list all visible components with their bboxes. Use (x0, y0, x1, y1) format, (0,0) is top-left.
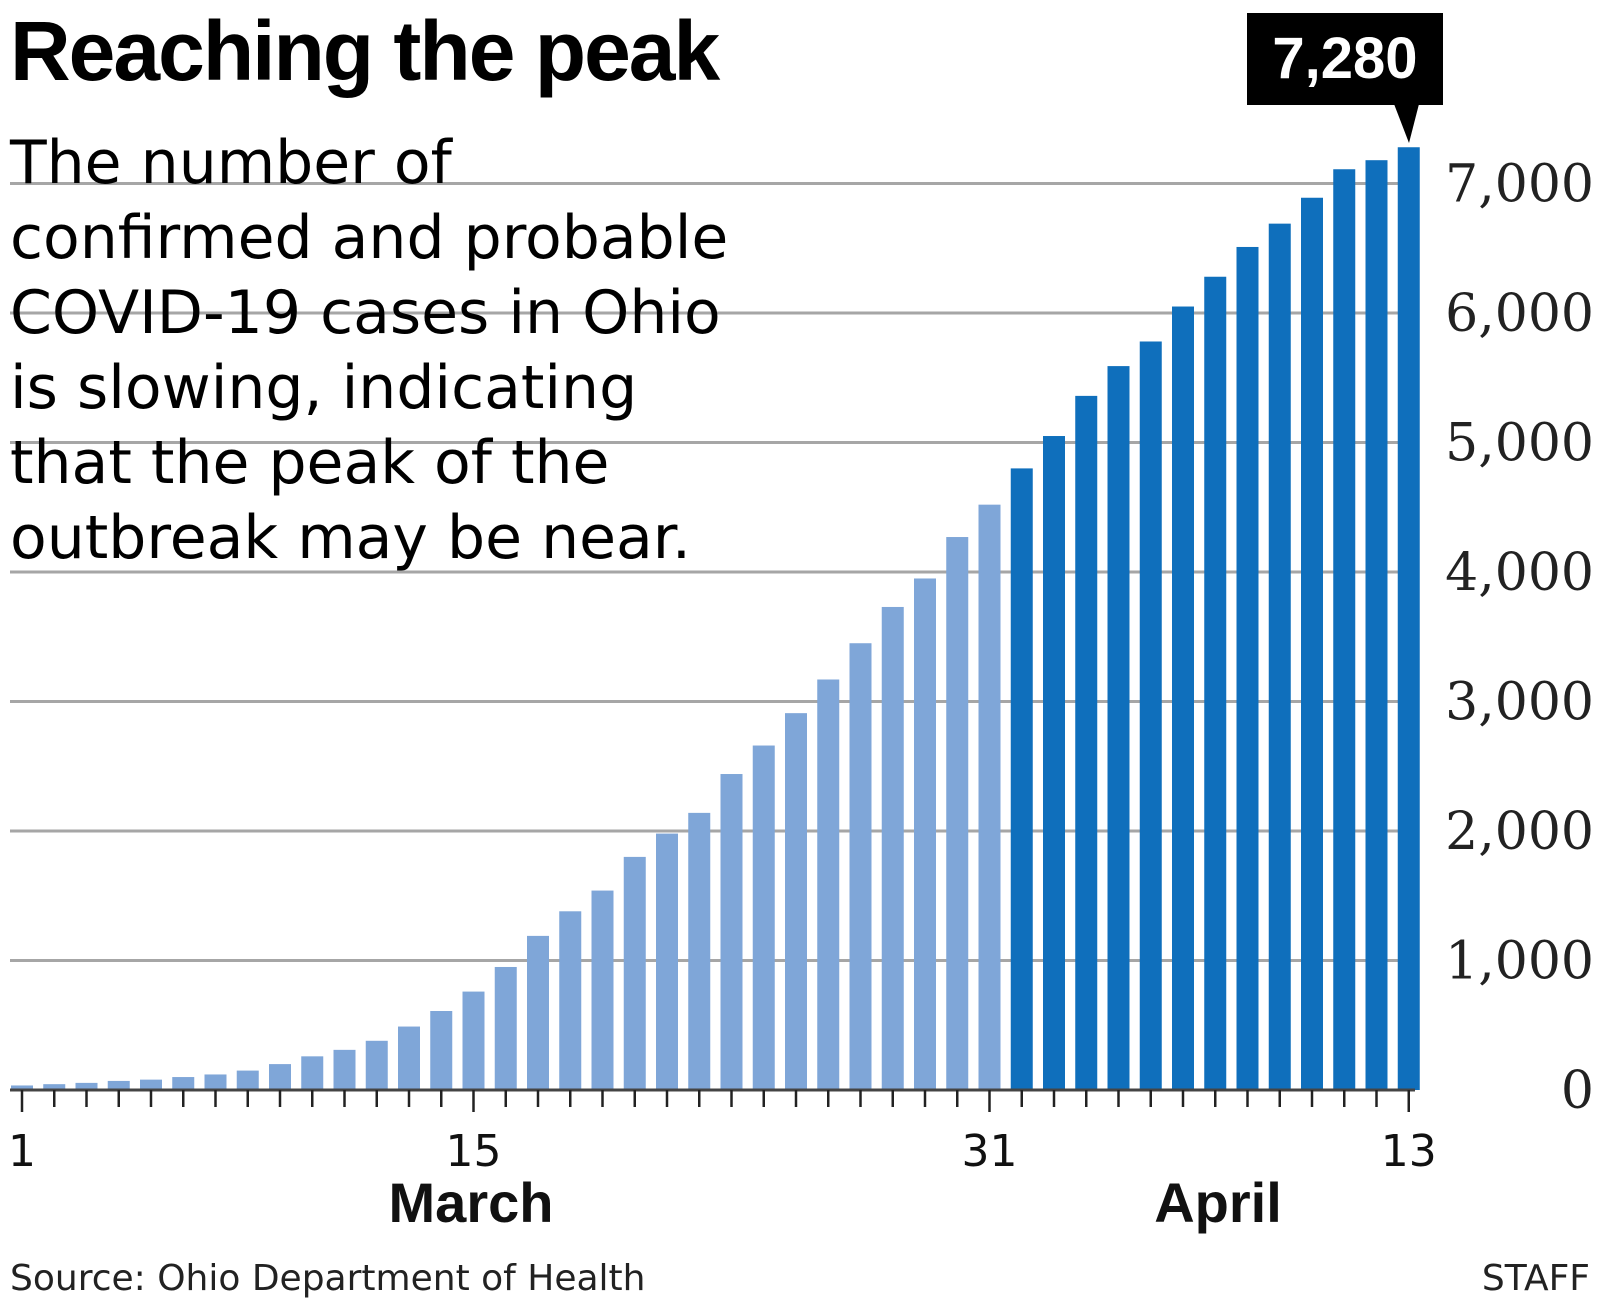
x-axis-labels: 1 15 31 13 (8, 1126, 1437, 1177)
bar-march-24 (752, 745, 775, 1090)
peak-callout: 7,280 (1247, 13, 1443, 143)
bar-march-27 (849, 643, 872, 1090)
bar-march-12 (365, 1040, 388, 1090)
month-label-april: April (1154, 1171, 1282, 1234)
subtitle-line: that the peak of the (10, 428, 609, 498)
y-tick-label: 3,000 (1445, 673, 1594, 733)
x-tick-label: 15 (446, 1126, 502, 1177)
subtitle-line: COVID-19 cases in Ohio (10, 278, 721, 348)
subtitle-line: The number of (9, 128, 454, 198)
subtitle-line: outbreak may be near. (10, 503, 691, 573)
bar-april-32 (1010, 468, 1033, 1090)
bar-march-2 (43, 1084, 66, 1090)
subtitle-line: confirmed and probable (10, 203, 728, 273)
y-tick-label: 6,000 (1445, 284, 1594, 344)
bar-march-14 (430, 1011, 453, 1090)
gridlines (10, 182, 1415, 962)
bar-march-17 (527, 935, 549, 1090)
bar-april-39 (1236, 246, 1259, 1090)
bar-april-35 (1107, 366, 1130, 1091)
bar-march-1 (11, 1085, 33, 1090)
chart-title: Reaching the peak (10, 4, 721, 98)
bars (11, 147, 1420, 1091)
month-label-march: March (389, 1171, 554, 1234)
bar-march-6 (172, 1077, 195, 1090)
chart-subtitle: The number of confirmed and probable COV… (9, 128, 728, 573)
y-tick-label: 5,000 (1445, 414, 1594, 474)
bar-march-22 (688, 812, 711, 1090)
credit: STAFF (1482, 1258, 1590, 1299)
y-axis-labels: 0 1,000 2,000 3,000 4,000 5,000 6,000 7,000 (1445, 155, 1594, 1122)
bar-april-34 (1075, 395, 1098, 1090)
bar-april-43 (1365, 160, 1388, 1090)
y-tick-label: 4,000 (1445, 543, 1594, 603)
bar-march-11 (333, 1049, 356, 1090)
bar-march-23 (720, 774, 743, 1090)
bar-march-30 (946, 537, 969, 1090)
y-tick-label: 0 (1561, 1061, 1594, 1121)
bar-april-33 (1043, 436, 1065, 1090)
y-tick-label: 2,000 (1445, 802, 1594, 862)
bar-april-40 (1268, 223, 1291, 1090)
bar-april-38 (1204, 276, 1227, 1090)
y-tick-label: 7,000 (1445, 155, 1594, 215)
bar-march-4 (107, 1080, 130, 1090)
bar-march-18 (559, 911, 582, 1090)
bar-march-29 (914, 578, 936, 1090)
bar-march-10 (301, 1056, 324, 1090)
bar-march-15 (462, 991, 485, 1090)
bar-march-28 (881, 606, 904, 1090)
bar-march-31 (978, 504, 1001, 1090)
callout-pointer (1394, 104, 1419, 143)
bar-march-7 (204, 1074, 227, 1090)
bar-march-3 (75, 1082, 98, 1090)
bar-march-19 (591, 890, 614, 1090)
x-axis-ticks (20, 1090, 1410, 1112)
x-tick-label: 1 (8, 1126, 36, 1177)
bar-march-20 (623, 856, 646, 1090)
bar-april-42 (1333, 169, 1356, 1090)
bar-april-37 (1172, 306, 1194, 1090)
bar-march-13 (398, 1026, 420, 1090)
x-tick-label: 31 (962, 1126, 1018, 1177)
bar-march-21 (656, 833, 678, 1090)
bar-march-26 (817, 679, 840, 1090)
bar-march-16 (494, 966, 517, 1090)
bar-april-41 (1301, 197, 1323, 1090)
callout-box (1247, 13, 1443, 105)
source-note: Source: Ohio Department of Health (10, 1258, 645, 1299)
y-tick-label: 1,000 (1445, 932, 1594, 992)
bar-april-36 (1139, 341, 1162, 1090)
bar-march-8 (236, 1070, 259, 1090)
bar-april-44 (1397, 147, 1420, 1091)
callout-value: 7,280 (1272, 26, 1417, 91)
bar-march-25 (785, 713, 807, 1090)
bar-march-5 (140, 1079, 162, 1090)
x-tick-label: 13 (1381, 1126, 1437, 1177)
bar-march-9 (269, 1064, 291, 1090)
subtitle-line: is slowing, indicating (10, 353, 637, 423)
